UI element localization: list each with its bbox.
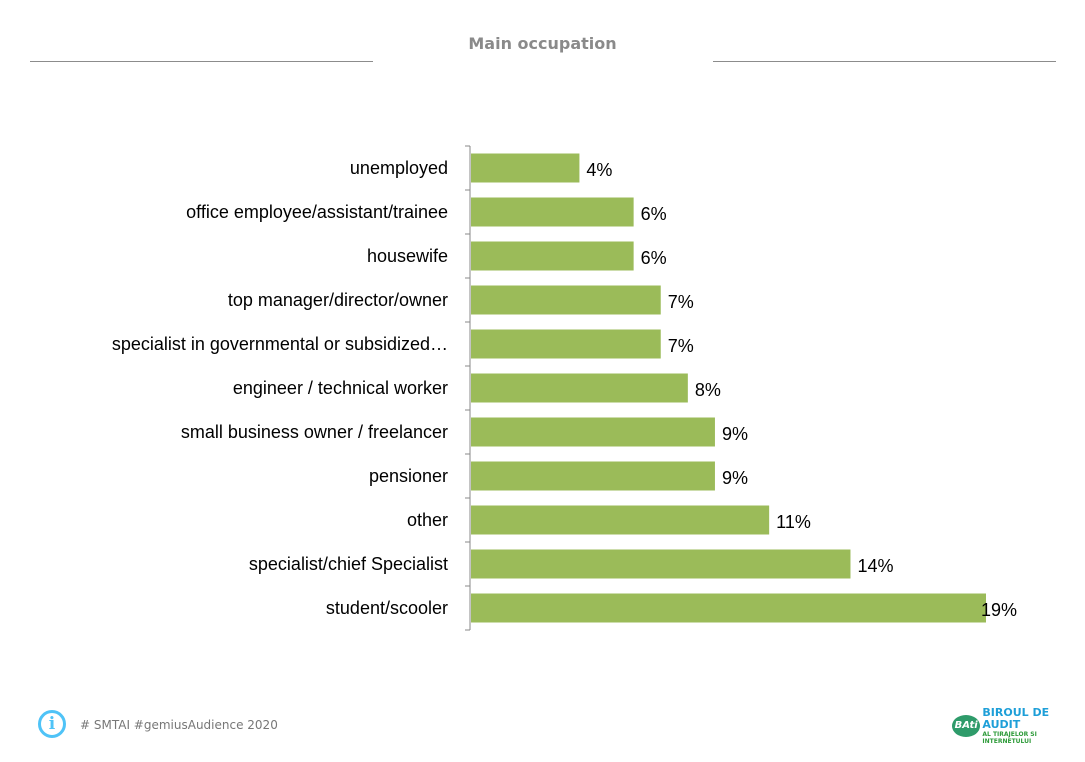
data-label: 14% [857,556,893,576]
category-label: small business owner / freelancer [181,422,448,442]
logo: BAti BIROUL DE AUDIT AL TIRAJELOR SI INT… [952,707,1085,745]
bar [471,241,634,271]
logo-line2: AL TIRAJELOR SI INTERNETULUI [982,731,1037,745]
data-label: 9% [722,424,748,444]
data-label: 6% [641,204,667,224]
data-label: 4% [586,160,612,180]
data-label: 7% [668,292,694,312]
category-label: top manager/director/owner [228,290,448,310]
bar [471,153,580,183]
bar [471,329,661,359]
bar [471,461,715,491]
bar [471,417,715,447]
title-rule-right [713,61,1056,62]
data-label: 7% [668,336,694,356]
bar [471,285,661,315]
chart-title: Main occupation [468,34,617,53]
category-label: pensioner [369,466,448,486]
data-label: 11% [776,512,811,532]
logo-line1: BIROUL DE AUDIT [982,706,1050,731]
bar [471,593,986,623]
category-label: specialist in governmental or subsidized… [112,334,448,354]
data-label: 6% [641,248,667,268]
bar [471,197,634,227]
data-label: 19% [981,600,1017,620]
bar [471,549,851,579]
bar [471,373,688,403]
source-note: # SMTAI #gemiusAudience 2020 [80,718,278,732]
category-label: housewife [367,246,448,266]
title-rule-left [30,61,373,62]
bar [471,505,770,535]
category-label: other [407,510,448,530]
data-label: 9% [722,468,748,488]
category-label: engineer / technical worker [233,378,448,398]
category-label: office employee/assistant/trainee [186,202,448,222]
data-label: 8% [695,380,721,400]
category-label: student/scooler [326,598,448,618]
category-label: unemployed [350,158,448,178]
category-label: specialist/chief Specialist [249,554,448,574]
info-icon[interactable]: i [38,710,66,738]
logo-mark: BAti [952,715,981,737]
